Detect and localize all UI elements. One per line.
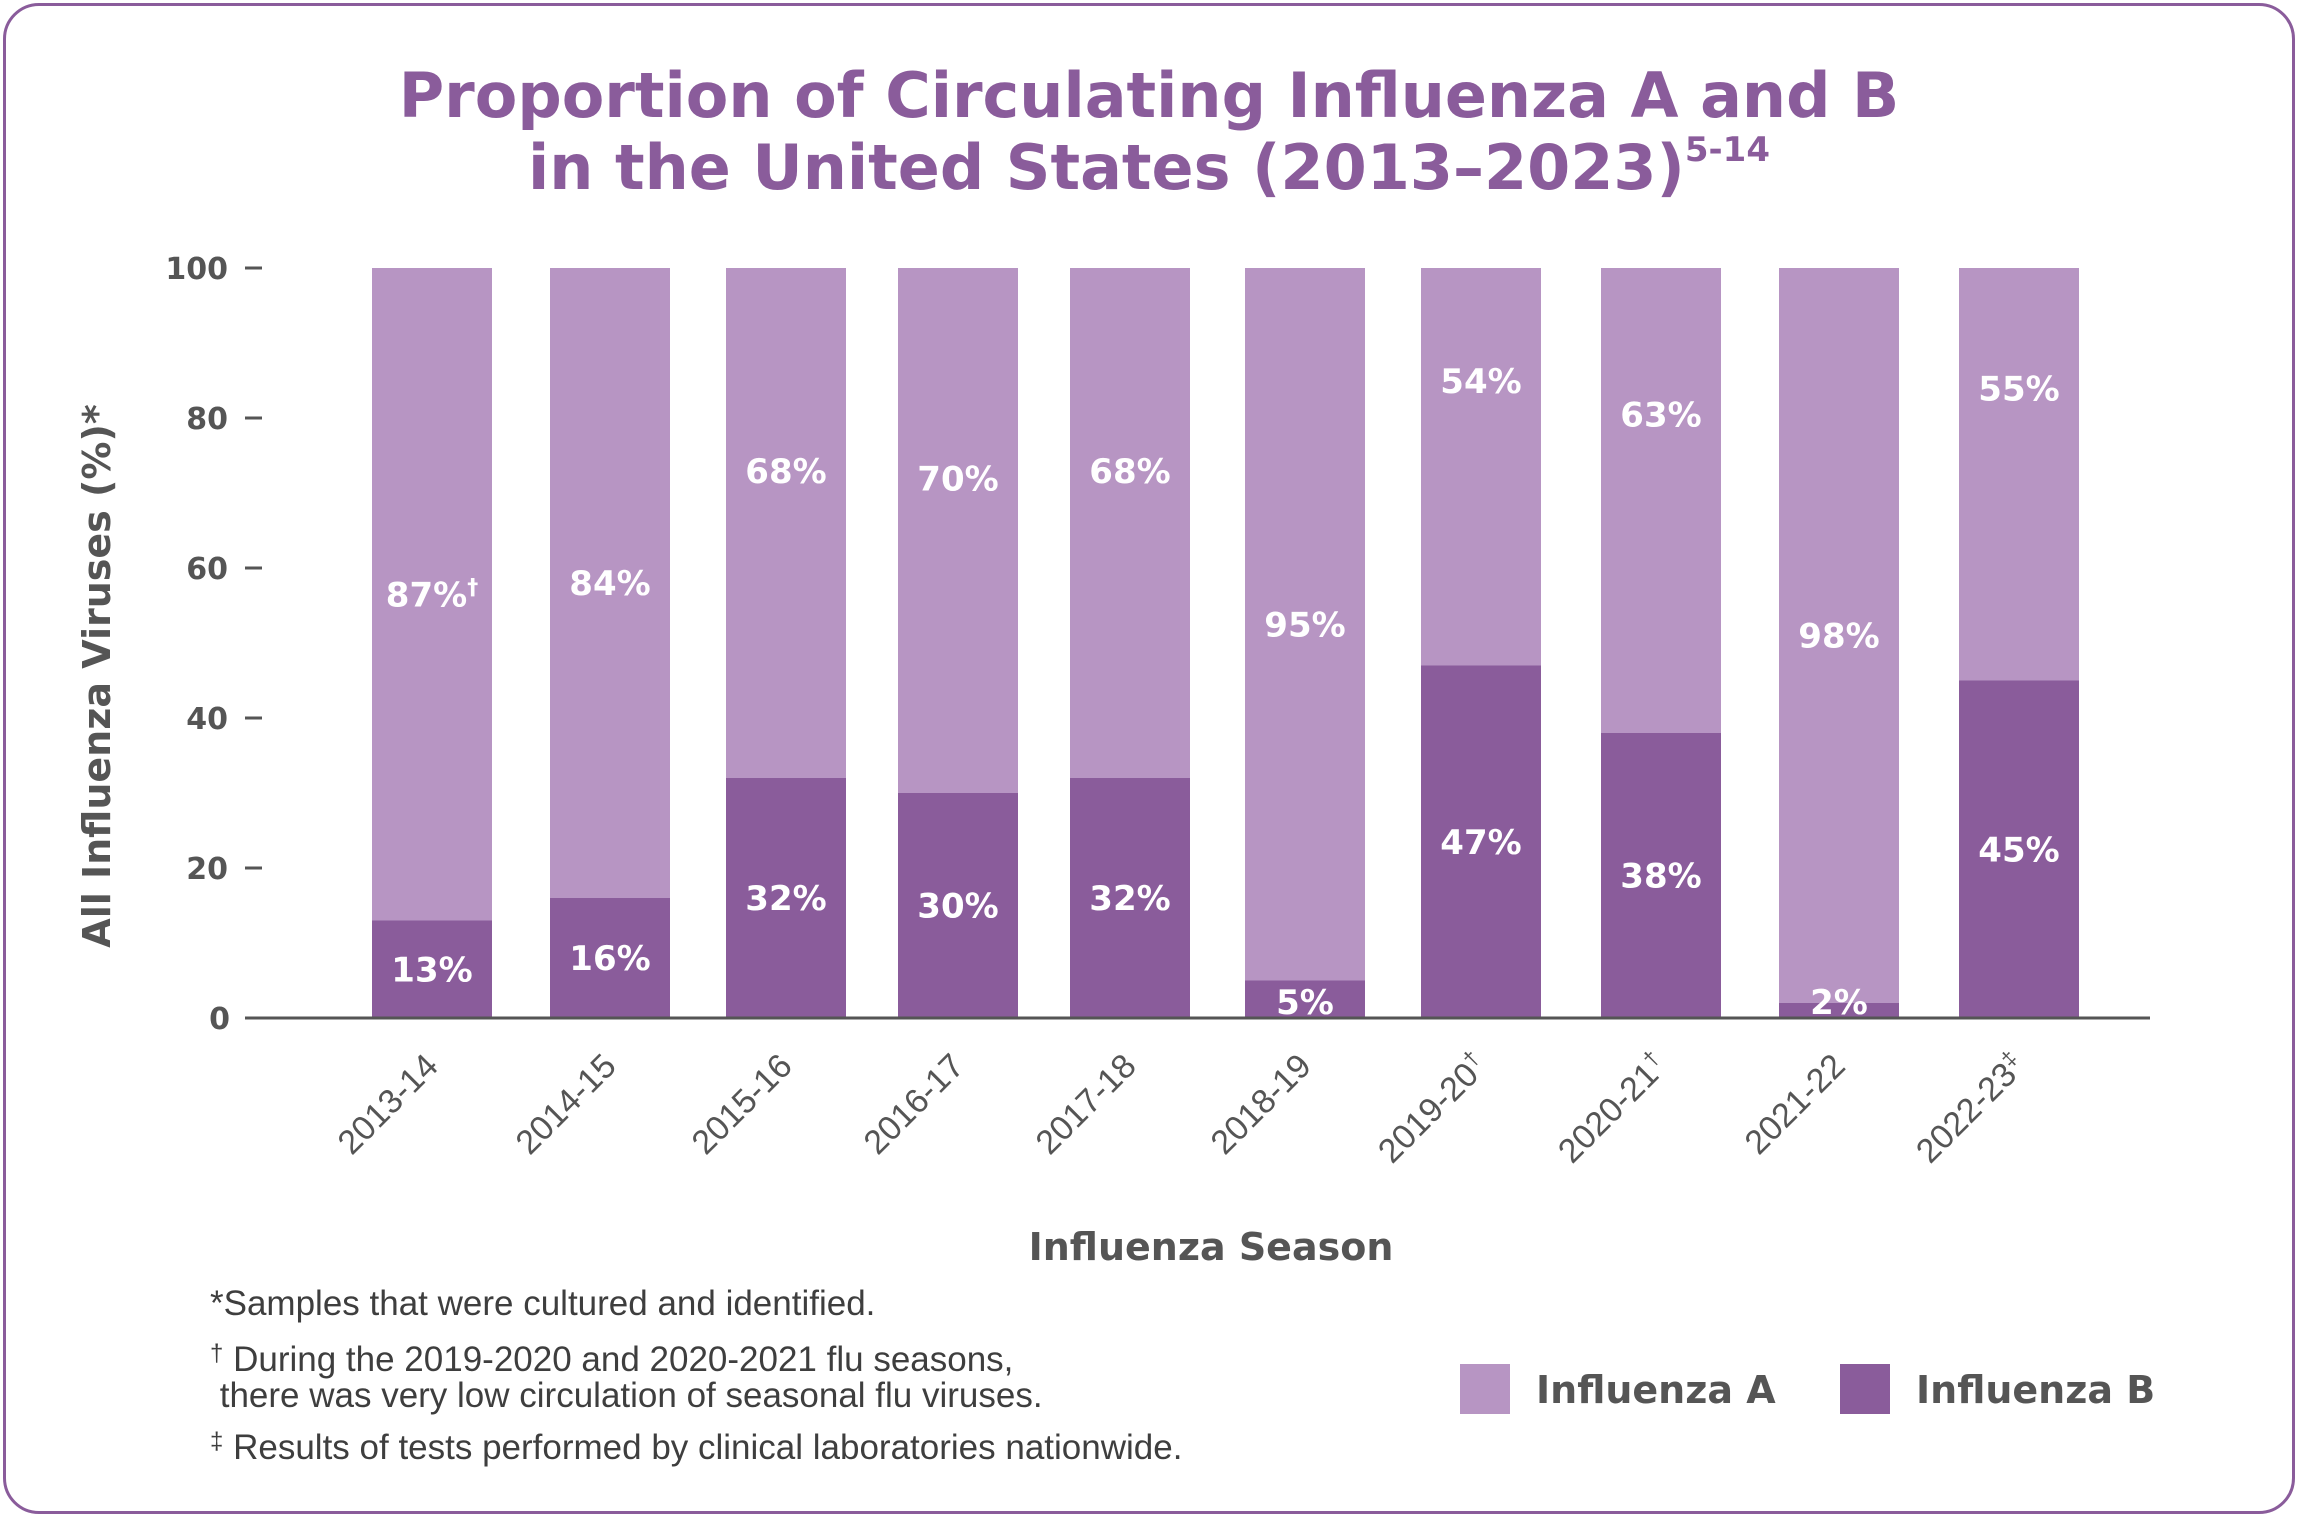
x-tick-label-2019-20: 2019-20† [1369, 1045, 1494, 1170]
bar-influenza-b-2017-18 [1070, 778, 1190, 1018]
bar-influenza-b-2013-14 [372, 920, 492, 1018]
chart-title: Proportion of Circulating Influenza A an… [0, 60, 2298, 204]
data-label-influenza-b-2016-17: 30% [917, 887, 998, 927]
bar-influenza-b-2019-20 [1421, 665, 1541, 1018]
bar-influenza-a-2021-22 [1779, 268, 1899, 1003]
chart-title-superscript: 5-14 [1684, 130, 1770, 170]
bar-influenza-a-2015-16 [726, 268, 846, 778]
data-label-influenza-b-2015-16: 32% [745, 879, 826, 919]
data-label-influenza-a-2021-22: 98% [1798, 617, 1879, 657]
bar-influenza-b-2015-16 [726, 778, 846, 1018]
bar-influenza-b-2020-21 [1601, 733, 1721, 1018]
y-tick-label-0: 0 [209, 1002, 230, 1037]
data-label-influenza-a-2017-18: 68% [1089, 452, 1170, 492]
footnote-asterisk: *Samples that were cultured and identifi… [210, 1286, 875, 1322]
footnote-double-dagger-mark: ‡ [210, 1428, 224, 1455]
footnote-dagger: † During the 2019-2020 and 2020-2021 flu… [210, 1336, 1043, 1414]
x-tick-label-2016-17: 2016-17 [857, 1047, 972, 1162]
data-label-influenza-b-2014-15: 16% [569, 939, 650, 979]
legend-label-influenza-b: Influenza B [1916, 1368, 2156, 1412]
x-tick-mark-2022-23: ‡ [1996, 1045, 2022, 1071]
chart-title-line2-text: in the United States (2013–2023) [528, 131, 1685, 204]
chart-title-line2: in the United States (2013–2023)5-14 [0, 132, 2298, 204]
footnote-asterisk-mark: * [210, 1284, 224, 1323]
bar-influenza-a-2017-18 [1070, 268, 1190, 778]
x-tick-label-2017-18: 2017-18 [1029, 1047, 1144, 1162]
bar-influenza-a-2022-23 [1959, 268, 2079, 681]
bar-influenza-b-2016-17 [898, 793, 1018, 1018]
bar-influenza-a-2016-17 [898, 268, 1018, 793]
data-label-influenza-a-2016-17: 70% [917, 460, 998, 500]
bar-influenza-b-2018-19 [1245, 980, 1365, 1018]
y-tick-label-60: 60 [186, 552, 228, 587]
footnote-dagger-mark: † [210, 1340, 224, 1367]
x-tick-label-2020-21: 2020-21† [1549, 1045, 1674, 1170]
x-tick-label-2021-22: 2021-22 [1738, 1047, 1853, 1162]
bar-influenza-b-2021-22 [1779, 1003, 1899, 1018]
footnote-double-dagger-text: Results of tests performed by clinical l… [233, 1428, 1183, 1467]
footnote-double-dagger: ‡ Results of tests performed by clinical… [210, 1424, 1182, 1466]
x-tick-label-2013-14: 2013-14 [331, 1047, 446, 1162]
x-tick-mark-2019-20: † [1458, 1045, 1484, 1071]
x-axis-label: Influenza Season [1029, 1225, 1394, 1269]
data-label-influenza-a-2014-15: 84% [569, 564, 650, 604]
bar-influenza-a-2018-19 [1245, 268, 1365, 981]
data-label-influenza-b-2017-18: 32% [1089, 879, 1170, 919]
x-tick-label-2014-15: 2014-15 [509, 1047, 624, 1162]
x-tick-label-2015-16: 2015-16 [685, 1047, 800, 1162]
bar-influenza-b-2022-23 [1959, 680, 2079, 1018]
data-label-influenza-b-2018-19: 5% [1276, 983, 1334, 1023]
y-tick-label-100: 100 [165, 252, 228, 287]
footnote-dagger-text: During the 2019-2020 and 2020-2021 flu s… [219, 1340, 1043, 1415]
data-label-influenza-a-2020-21: 63% [1620, 396, 1701, 436]
y-tick-label-80: 80 [186, 402, 228, 437]
bar-influenza-b-2014-15 [550, 898, 670, 1018]
legend-swatch-influenza-b [1840, 1364, 1890, 1414]
data-label-influenza-b-2022-23: 45% [1978, 830, 2059, 870]
footnote-asterisk-text: Samples that were cultured and identifie… [223, 1284, 876, 1323]
bar-influenza-a-2013-14 [372, 268, 492, 921]
data-label-mark-2013-14: † [467, 575, 478, 600]
data-label-influenza-b-2021-22: 2% [1810, 983, 1868, 1023]
legend-swatch-influenza-a [1460, 1364, 1510, 1414]
data-label-influenza-a-2018-19: 95% [1264, 605, 1345, 645]
y-tick-label-20: 20 [186, 852, 228, 887]
data-label-influenza-b-2020-21: 38% [1620, 857, 1701, 897]
x-tick-mark-2020-21: † [1638, 1045, 1664, 1071]
y-tick-label-40: 40 [186, 702, 228, 737]
data-label-influenza-b-2013-14: 13% [391, 950, 472, 990]
x-tick-label-2022-23: 2022-23‡ [1907, 1045, 2032, 1170]
data-label-influenza-a-2022-23: 55% [1978, 369, 2059, 409]
y-axis-label: All Influenza Viruses (%)* [75, 404, 119, 948]
data-label-influenza-b-2019-20: 47% [1440, 823, 1521, 863]
bar-influenza-a-2020-21 [1601, 268, 1721, 733]
bar-influenza-a-2019-20 [1421, 268, 1541, 666]
data-label-influenza-a-2015-16: 68% [745, 452, 826, 492]
data-label-influenza-a-2013-14: 87%† [386, 575, 478, 615]
x-tick-label-2018-19: 2018-19 [1204, 1047, 1319, 1162]
legend-label-influenza-a: Influenza A [1536, 1368, 1776, 1412]
chart-title-line1: Proportion of Circulating Influenza A an… [398, 59, 1900, 132]
data-label-influenza-a-2019-20: 54% [1440, 362, 1521, 402]
bar-influenza-a-2014-15 [550, 268, 670, 898]
